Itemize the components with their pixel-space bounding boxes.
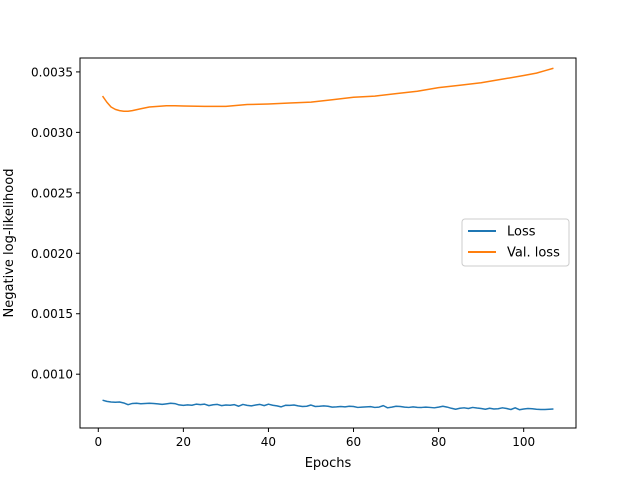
- y-tick-label: 0.0010: [31, 368, 73, 382]
- y-tick-label: 0.0030: [31, 126, 73, 140]
- x-tick-label: 20: [176, 435, 191, 449]
- legend-label-loss: Loss: [507, 225, 536, 240]
- y-tick-label: 0.0020: [31, 247, 73, 261]
- y-axis: 0.0010 0.0015 0.0020 0.0025 0.0030 0.0035: [31, 65, 80, 382]
- y-tick-label: 0.0035: [31, 65, 73, 79]
- x-axis-label: Epochs: [305, 456, 352, 471]
- x-tick-label: 40: [261, 435, 276, 449]
- y-tick-label: 0.0025: [31, 186, 73, 200]
- y-axis-label: Negative log-likelihood: [2, 169, 17, 318]
- x-tick-label: 0: [94, 435, 102, 449]
- x-axis: 0 20 40 60 80 100: [94, 428, 535, 449]
- x-tick-label: 100: [512, 435, 535, 449]
- plot-area: [79, 57, 577, 429]
- series-line-val-loss: [101, 67, 554, 112]
- x-tick-label: 60: [346, 435, 361, 449]
- series-line-loss: [102, 399, 554, 411]
- y-tick-label: 0.0015: [31, 307, 73, 321]
- plot-frame: [79, 57, 577, 429]
- x-tick-label: 80: [431, 435, 446, 449]
- legend: Loss Val. loss: [461, 218, 570, 267]
- legend-label-val-loss: Val. loss: [507, 246, 560, 261]
